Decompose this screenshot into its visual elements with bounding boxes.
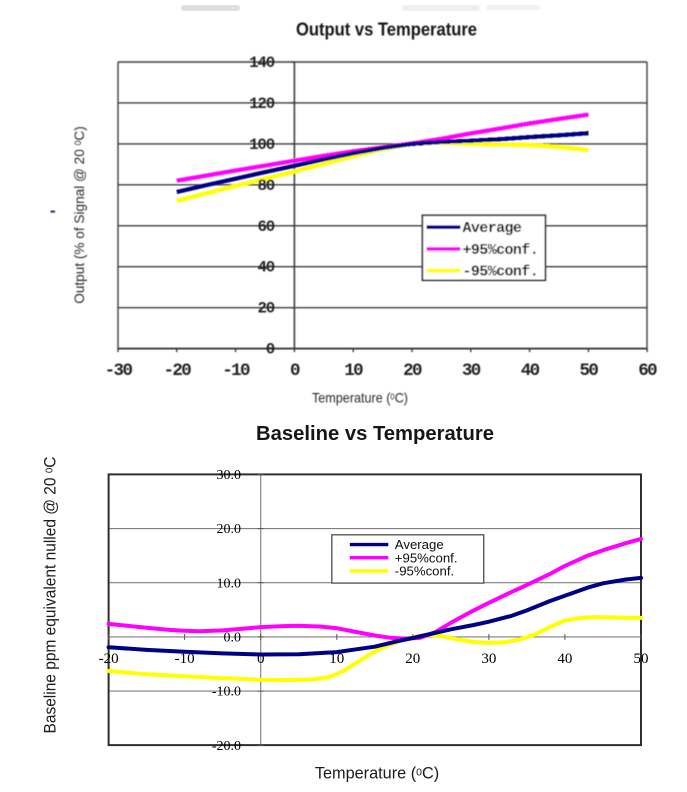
svg-text:-95%conf.: -95%conf. [463,264,539,281]
svg-text:20: 20 [403,361,422,381]
svg-text:20.0: 20.0 [217,522,242,537]
svg-text:100: 100 [249,136,275,154]
svg-text:-20: -20 [99,651,119,667]
svg-text:0.0: 0.0 [224,631,242,646]
svg-text:-95%conf.: -95%conf. [395,564,454,579]
svg-text:Output (% of Signal @ 20 0C): Output (% of Signal @ 20 0C) [72,126,88,304]
svg-text:30.0: 30.0 [217,468,242,483]
svg-text:Average: Average [463,220,522,237]
svg-text:-10: -10 [222,361,250,381]
svg-text:10: 10 [329,651,344,667]
svg-text:30: 30 [481,651,496,667]
svg-text:-20: -20 [163,361,191,381]
svg-text:0: 0 [290,361,300,381]
svg-text:120: 120 [249,95,275,113]
svg-text:-10.0: -10.0 [212,685,241,700]
svg-text:Average: Average [395,537,444,552]
svg-text:Temperature (0C): Temperature (0C) [312,390,408,406]
svg-text:40: 40 [257,259,274,277]
svg-text:Baseline vs Temperature: Baseline vs Temperature [256,423,494,445]
svg-text:20: 20 [257,300,274,318]
svg-text:+95%conf.: +95%conf. [395,550,458,565]
svg-text:-30: -30 [105,361,133,381]
svg-text:-10: -10 [175,651,195,667]
svg-text:+95%conf.: +95%conf. [463,242,539,259]
svg-text:-20.0: -20.0 [212,739,241,754]
svg-text:30: 30 [462,361,481,381]
svg-text:20: 20 [405,651,420,667]
svg-text:0: 0 [266,341,275,359]
svg-text:80: 80 [257,177,274,195]
svg-text:40: 40 [521,361,540,381]
svg-text:0: 0 [257,651,265,667]
svg-text:140: 140 [249,54,275,72]
svg-text:Output vs Temperature: Output vs Temperature [296,20,477,40]
svg-text:60: 60 [638,361,657,381]
svg-text:Baseline ppm equivalent nulled: Baseline ppm equivalent nulled @ 20 0C [42,456,60,733]
svg-text:50: 50 [634,651,649,667]
svg-text:40: 40 [557,651,572,667]
svg-text:60: 60 [257,218,274,236]
svg-text:10.0: 10.0 [217,576,242,591]
svg-text:10: 10 [344,361,363,381]
svg-text:Temperature (0C): Temperature (0C) [315,765,439,783]
svg-text:50: 50 [579,361,598,381]
